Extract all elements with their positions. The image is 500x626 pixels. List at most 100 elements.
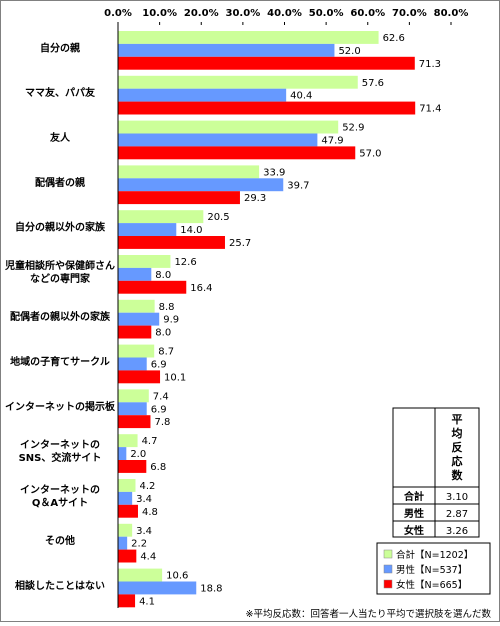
- bar: [118, 101, 416, 115]
- bar-value-label: 29.3: [244, 193, 266, 204]
- bar: [118, 56, 415, 70]
- bar: [118, 344, 155, 358]
- category-label: 相談したことはない: [15, 579, 105, 592]
- bar-value-label: 9.9: [163, 315, 179, 326]
- bar: [118, 447, 127, 460]
- bar: [118, 255, 171, 268]
- x-tick-label: 80.0%: [434, 8, 469, 19]
- category-label: 自分の親: [40, 41, 80, 54]
- category-labels: 自分の親ママ友、パパ友友人配偶者の親自分の親以外の家族児童相談所や保健師さんなど…: [4, 41, 116, 592]
- bar-value-label: 33.9: [263, 167, 285, 178]
- bar-value-label: 12.6: [174, 257, 196, 268]
- bar: [118, 434, 138, 448]
- category-label: インターネットの SNS、交流サイト: [19, 439, 102, 464]
- bar-value-label: 4.8: [142, 507, 158, 518]
- bar: [118, 223, 177, 236]
- bar: [118, 210, 204, 224]
- legend: 合計【N=1202】 男性【N=537】 女性【N=665】: [376, 542, 491, 595]
- bar-value-label: 57.6: [362, 78, 384, 89]
- bar: [118, 325, 152, 339]
- bar: [118, 88, 287, 102]
- x-tick-label: 50.0%: [309, 8, 344, 19]
- bar-value-label: 40.4: [290, 91, 312, 102]
- bar: [118, 504, 138, 518]
- x-tick-label: 40.0%: [267, 8, 302, 19]
- bar-value-label: 7.4: [153, 391, 169, 402]
- bar: [118, 236, 225, 249]
- bar-value-label: 10.6: [166, 571, 188, 582]
- bar-value-label: 14.0: [180, 225, 202, 236]
- avg-table-box: [392, 407, 480, 538]
- bar-value-label: 20.5: [207, 212, 229, 223]
- bar-value-label: 71.4: [419, 104, 441, 115]
- avg-row-label-male: 男性: [404, 507, 424, 520]
- bar-value-label: 3.4: [136, 494, 152, 505]
- footnote: ※平均反応数：回答者一人当たり平均で選択肢を選んだ数: [246, 608, 492, 620]
- bar-value-label: 71.3: [419, 59, 441, 70]
- bar: [118, 357, 147, 371]
- category-label: インターネットの Q＆Aサイト: [20, 484, 100, 509]
- bar-value-label: 39.7: [287, 180, 309, 191]
- bar: [118, 267, 152, 281]
- bar: [118, 479, 136, 492]
- x-tick-label: 60.0%: [350, 8, 385, 19]
- bar: [118, 594, 136, 608]
- legend-swatch-total: [383, 549, 393, 559]
- bar: [118, 523, 133, 537]
- bar-value-label: 4.1: [139, 596, 155, 607]
- legend-label-female: 女性【N=665】: [396, 579, 467, 591]
- bar-value-label: 3.4: [136, 526, 152, 537]
- average-table: 平均反応数 合計 3.10 男性 2.87 女性 3.26: [392, 407, 480, 538]
- data-labels: 62.6 52.0 71.3 57.6 40.4 71.4 52.947.9 57.0 33.9…: [130, 33, 441, 607]
- category-label: ママ友、パパ友: [25, 86, 95, 99]
- bar: [118, 568, 163, 582]
- category-label: 自分の親以外の家族: [15, 221, 106, 234]
- bar: [118, 491, 133, 505]
- bar: [118, 581, 197, 595]
- category-label: 児童相談所や保健師さんなどの専門家: [4, 259, 115, 285]
- legend-swatch-male: [383, 564, 393, 574]
- x-tick-label: 0.0%: [104, 8, 132, 19]
- x-tick-label: 70.0%: [392, 8, 427, 19]
- bar: [118, 75, 358, 89]
- bar-value-label: 25.7: [229, 238, 251, 249]
- bar: [118, 312, 160, 326]
- bar: [118, 415, 151, 429]
- bar-value-label: 62.6: [383, 33, 405, 44]
- bar: [118, 120, 339, 134]
- category-label: その他: [45, 534, 75, 547]
- category-label: 配偶者の親: [35, 176, 85, 189]
- avg-row-value-male: 2.87: [446, 509, 468, 520]
- legend-swatch-female: [383, 579, 393, 589]
- x-tick-label: 20.0%: [184, 8, 219, 19]
- bar-value-label: 6.9: [151, 404, 167, 415]
- bars: [118, 31, 416, 608]
- bar-value-label: 52.0: [338, 46, 360, 57]
- bar: [118, 280, 187, 294]
- avg-row-value-total: 3.10: [446, 492, 468, 503]
- bar-value-label: 6.8: [150, 462, 166, 473]
- bar: [118, 43, 335, 57]
- avg-row-value-female: 3.26: [446, 526, 468, 537]
- bar-value-label: 8.8: [159, 302, 175, 313]
- bar: [118, 299, 155, 313]
- bar: [118, 31, 379, 44]
- x-tick-label: 10.0%: [142, 8, 177, 19]
- legend-label-total: 合計【N=1202】: [396, 549, 473, 561]
- category-label: 地域の子育てサークル: [10, 355, 110, 368]
- bar-value-label: 4.4: [140, 552, 156, 563]
- bar: [118, 389, 149, 403]
- legend-label-male: 男性【N=537】: [396, 564, 467, 576]
- bar: [118, 146, 356, 160]
- bar-value-label: 8.0: [155, 328, 171, 339]
- bar-value-label: 7.8: [154, 417, 170, 428]
- bar: [118, 402, 147, 416]
- bar-value-label: 8.7: [158, 347, 174, 358]
- bar: [118, 460, 147, 473]
- category-label: インターネットの掲示板: [5, 400, 116, 413]
- bar-value-label: 2.2: [131, 539, 147, 550]
- avg-row-label-total: 合計: [403, 490, 424, 503]
- avg-table-header: 平均反応数: [452, 413, 464, 482]
